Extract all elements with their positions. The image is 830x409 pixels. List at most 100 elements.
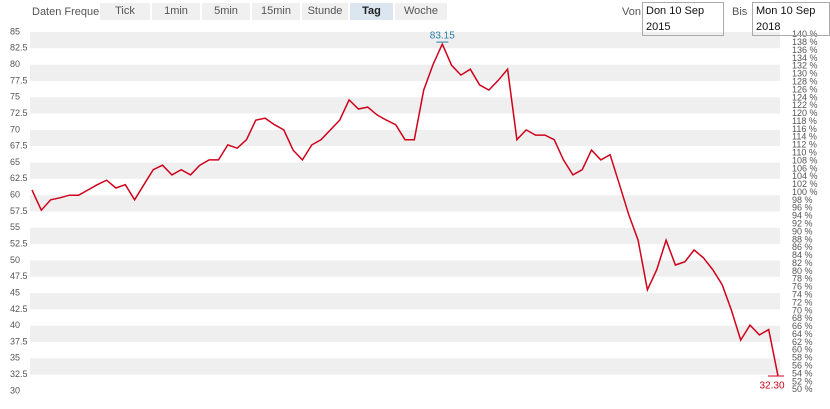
y2-tick-label: 60 %: [792, 345, 813, 355]
y2-tick-label: 86 %: [792, 242, 813, 252]
grid-band: [30, 146, 780, 163]
y2-tick-label: 118 %: [792, 116, 817, 126]
grid-band: [30, 227, 780, 245]
grid-band: [30, 97, 780, 114]
y-tick-label: 57.5: [10, 206, 28, 216]
y-tick-label: 82.5: [10, 43, 28, 53]
grid-band: [30, 80, 780, 98]
y-tick-label: 85: [10, 26, 20, 36]
y-tick-label: 52.5: [10, 239, 28, 249]
y-tick-label: 30: [10, 385, 20, 395]
grid-band: [30, 162, 780, 179]
y-tick-label: 67.5: [10, 141, 28, 151]
y2-tick-label: 140 %: [792, 29, 818, 39]
annotation: 83.15: [430, 31, 455, 42]
annotation: 32.30: [759, 381, 784, 392]
y-tick-label: 77.5: [10, 75, 28, 85]
frequency-button[interactable]: Tag: [350, 3, 393, 20]
y2-tick-label: 130 %: [792, 69, 818, 79]
y-tick-label: 80: [10, 59, 20, 69]
y2-tick-label: 80 %: [792, 266, 813, 276]
y-tick-label: 37.5: [10, 336, 28, 346]
y-tick-label: 72.5: [10, 108, 28, 118]
y2-tick-label: 74 %: [792, 290, 813, 300]
y2-tick-label: 58 %: [792, 353, 813, 363]
grid-band: [30, 195, 780, 212]
toolbar: Daten Frequenz Von Don 10 Sep 2015 Bis M…: [0, 0, 830, 36]
y2-tick-label: 128 %: [792, 76, 818, 86]
y2-tick-label: 84 %: [792, 250, 813, 260]
grid-band: [30, 48, 780, 65]
y-tick-label: 65: [10, 157, 20, 167]
to-input[interactable]: Mon 10 Sep 2018: [752, 2, 830, 36]
y2-tick-label: 72 %: [792, 297, 813, 307]
y2-tick-label: 110 %: [792, 147, 817, 157]
grid-band: [30, 178, 780, 196]
y2-tick-label: 132 %: [792, 61, 818, 71]
y-tick-label: 60: [10, 190, 20, 200]
y2-tick-label: 92 %: [792, 218, 813, 228]
price-line: [31, 42, 779, 377]
y2-tick-label: 68 %: [792, 313, 813, 323]
y2-tick-label: 100 %: [792, 187, 818, 197]
grid-band: [30, 260, 780, 277]
from-label: Von: [622, 6, 641, 18]
y2-tick-label: 82 %: [792, 258, 813, 268]
y2-tick-label: 138 %: [792, 37, 818, 47]
y2-tick-label: 96 %: [792, 203, 813, 213]
grid-band: [30, 276, 780, 294]
y-tick-label: 55: [10, 222, 20, 232]
y-tick-label: 32.5: [10, 369, 28, 379]
y-tick-label: 62.5: [10, 173, 28, 183]
y2-tick-label: 78 %: [792, 274, 813, 284]
grid-band: [30, 374, 780, 391]
y2-tick-label: 62 %: [792, 337, 813, 347]
frequency-button[interactable]: 1min: [152, 3, 200, 20]
grid-band: [30, 211, 780, 228]
grid-band: [30, 325, 780, 343]
y-tick-label: 47.5: [10, 271, 28, 281]
y-tick-label: 50: [10, 255, 20, 265]
y2-tick-label: 104 %: [792, 171, 818, 181]
y2-tick-label: 102 %: [792, 179, 818, 189]
frequency-button[interactable]: 5min: [202, 3, 250, 20]
grid-band: [30, 129, 780, 147]
y2-tick-label: 70 %: [792, 305, 813, 315]
y-tick-label: 75: [10, 92, 20, 102]
grid-band: [30, 244, 780, 261]
y-tick-label: 35: [10, 353, 20, 363]
grid-band: [30, 342, 780, 359]
y2-tick-label: 136 %: [792, 45, 818, 55]
y-tick-label: 42.5: [10, 304, 28, 314]
grid-band: [30, 113, 780, 130]
y2-tick-label: 50 %: [792, 384, 813, 394]
y2-tick-label: 52 %: [792, 376, 813, 386]
y2-tick-label: 120 %: [792, 108, 818, 118]
frequency-button[interactable]: 15min: [252, 3, 300, 20]
y2-tick-label: 54 %: [792, 368, 813, 378]
y-tick-label: 40: [10, 320, 20, 330]
y2-tick-label: 116 %: [792, 124, 817, 134]
y2-tick-label: 112 %: [792, 140, 817, 150]
y2-tick-label: 94 %: [792, 211, 813, 221]
y2-tick-label: 106 %: [792, 163, 818, 173]
y2-tick-label: 108 %: [792, 155, 818, 165]
y-tick-label: 45: [10, 287, 20, 297]
y2-tick-label: 122 %: [792, 100, 818, 110]
frequency-label: Daten Frequenz: [32, 6, 111, 18]
grid-band: [30, 358, 780, 375]
frequency-button[interactable]: Woche: [395, 3, 447, 20]
grid-band: [30, 309, 780, 326]
y2-tick-label: 90 %: [792, 226, 813, 236]
grid-band: [30, 293, 780, 310]
grid-band: [30, 32, 780, 49]
y-tick-label: 70: [10, 124, 20, 134]
y2-tick-label: 76 %: [792, 282, 813, 292]
y2-tick-label: 134 %: [792, 53, 818, 63]
from-input[interactable]: Don 10 Sep 2015: [642, 2, 724, 36]
frequency-button[interactable]: Stunde: [302, 3, 348, 20]
frequency-button[interactable]: Tick: [100, 3, 150, 20]
y2-tick-label: 126 %: [792, 84, 818, 94]
